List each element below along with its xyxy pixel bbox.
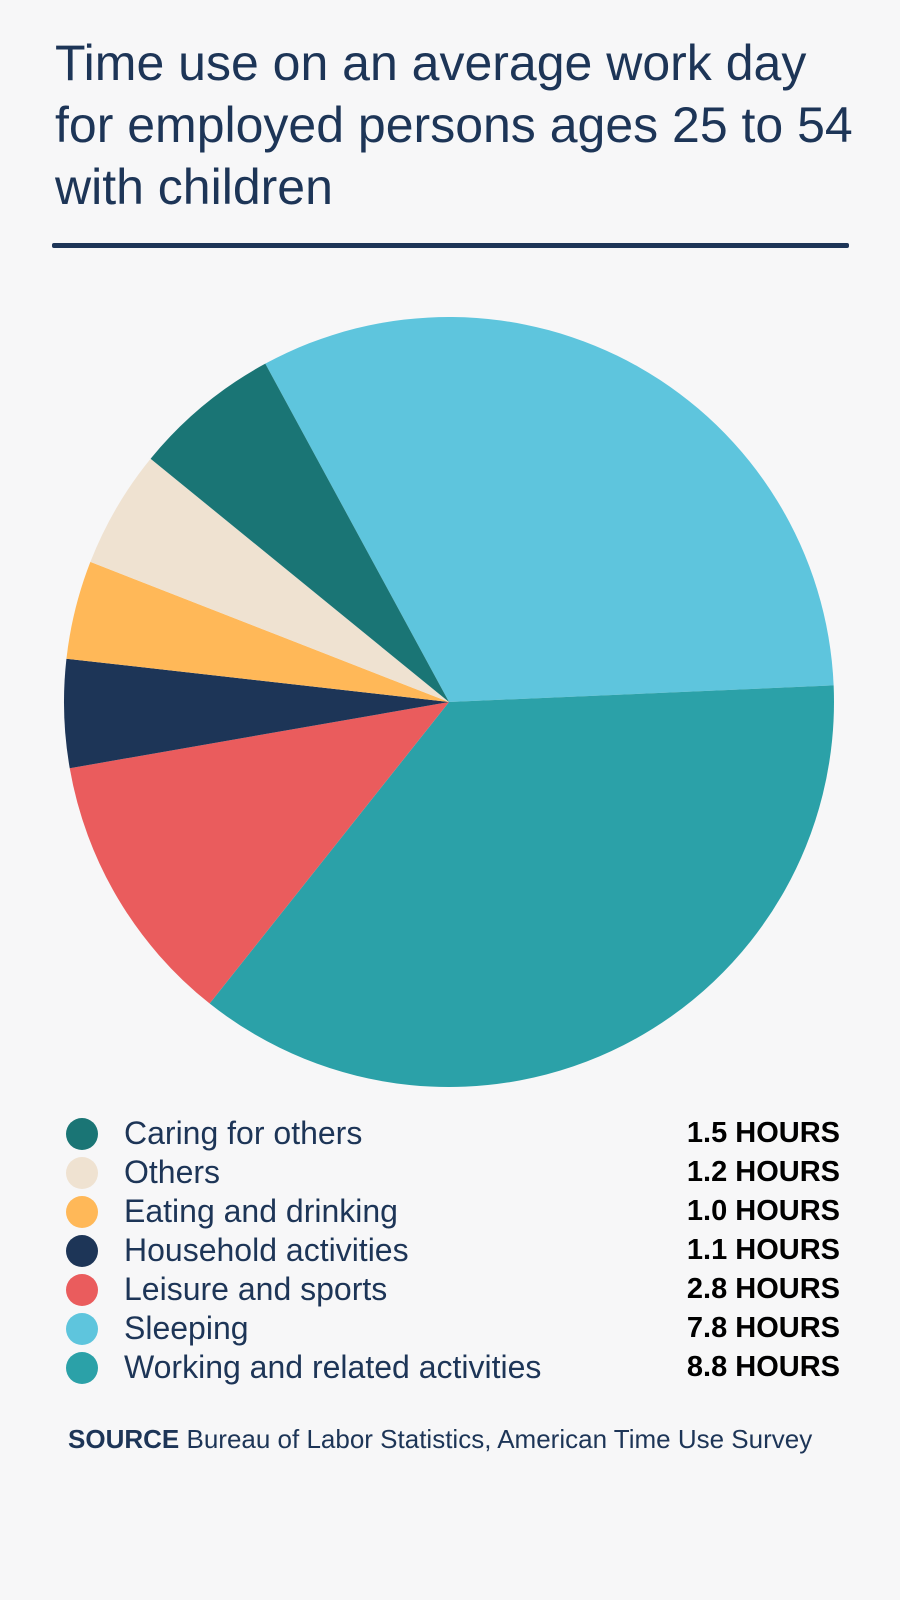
legend-value: 1.0 HOURS <box>686 1195 840 1227</box>
source-label: SOURCE <box>68 1424 180 1454</box>
source-note: SOURCE Bureau of Labor Statistics, Ameri… <box>68 1424 868 1455</box>
pie-slice-working-and-related-activities <box>209 685 834 1087</box>
pie-slice-eating-and-drinking <box>66 561 449 702</box>
pie-slice-others <box>90 458 449 702</box>
legend-label: Eating and drinking <box>124 1193 398 1229</box>
chart-title: Time use on an average work day for empl… <box>55 35 853 215</box>
legend-label: Leisure and sports <box>124 1271 388 1307</box>
legend-label: Caring for others <box>124 1115 363 1151</box>
legend-swatch <box>66 1195 98 1228</box>
legend-value: 7.8 HOURS <box>686 1312 840 1344</box>
legend-swatch <box>66 1351 98 1384</box>
legend-label: Working and related activities <box>124 1349 542 1385</box>
legend-value: 1.5 HOURS <box>686 1117 840 1149</box>
legend-swatch <box>66 1312 98 1345</box>
legend-label: Others <box>124 1154 221 1190</box>
legend-value: 2.8 HOURS <box>686 1273 840 1305</box>
legend-value: 1.1 HOURS <box>686 1234 840 1266</box>
legend-row: Working and related activities 8.8 HOURS <box>66 1348 840 1387</box>
legend-swatch <box>66 1156 98 1189</box>
legend-row: Others 1.2 HOURS <box>66 1153 840 1192</box>
pie-slice-caring-for-others <box>150 363 449 702</box>
pie-chart <box>63 317 834 1087</box>
pie-slice-sleeping <box>265 317 834 702</box>
legend-row: Eating and drinking 1.0 HOURS <box>66 1192 840 1231</box>
legend-swatch <box>66 1117 98 1150</box>
legend-row: Leisure and sports 2.8 HOURS <box>66 1270 840 1309</box>
legend-value: 8.8 HOURS <box>686 1351 840 1383</box>
legend-value: 1.2 HOURS <box>686 1156 840 1188</box>
pie-svg <box>63 317 834 1087</box>
legend-swatch <box>66 1234 98 1267</box>
legend-row: Household activities 1.1 HOURS <box>66 1231 840 1270</box>
source-text: Bureau of Labor Statistics, American Tim… <box>186 1424 813 1454</box>
legend-row: Caring for others 1.5 HOURS <box>66 1114 840 1153</box>
legend-swatch <box>66 1273 98 1306</box>
pie-slice-household-activities <box>63 658 449 769</box>
title-divider <box>52 243 849 248</box>
legend-row: Sleeping 7.8 HOURS <box>66 1309 840 1348</box>
legend-label: Household activities <box>124 1232 409 1268</box>
pie-slice-leisure-and-sports <box>69 702 450 1004</box>
legend: Caring for others 1.5 HOURS Others 1.2 HOUR… <box>66 1114 840 1387</box>
legend-label: Sleeping <box>124 1310 249 1346</box>
